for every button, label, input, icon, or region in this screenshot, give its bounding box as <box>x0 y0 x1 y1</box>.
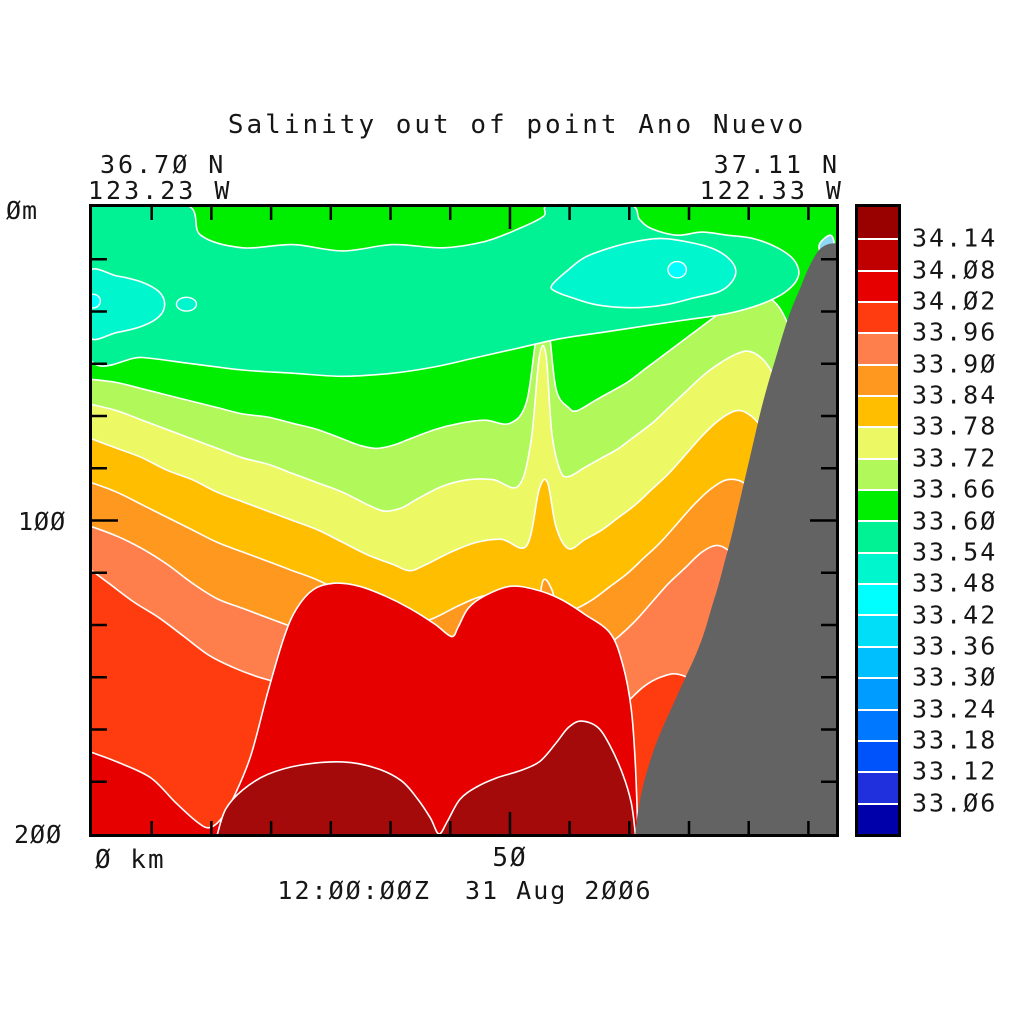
colorbar-band <box>858 426 898 458</box>
colorbar-band <box>858 269 898 302</box>
colorbar-band <box>858 207 898 239</box>
y-axis-label-0m: Øm <box>6 196 39 225</box>
colorbar-label: 33.18 <box>912 725 998 755</box>
colorbar-band <box>858 520 898 552</box>
colorbar-band <box>858 238 898 270</box>
isohaline-34.08 <box>217 721 636 834</box>
turquoise-spot <box>175 296 198 312</box>
colorbar-label: 33.84 <box>912 380 998 410</box>
cyan-spot-pocket <box>667 260 688 279</box>
colorbar-label: 33.36 <box>912 631 998 661</box>
colorbar-band <box>858 614 898 646</box>
y-axis-label-200: 2ØØ <box>14 820 63 849</box>
colorbar-band <box>858 551 898 584</box>
colorbar-label: 34.14 <box>912 223 998 253</box>
page-title: Salinity out of point Ano Nuevo <box>227 110 807 140</box>
colorbar-band <box>858 395 898 427</box>
colorbar-label: 33.96 <box>912 317 998 347</box>
salinity-contour-plot <box>92 207 836 834</box>
colorbar-band <box>858 457 898 490</box>
colorbar-label: 33.42 <box>912 600 998 630</box>
left-endpoint-latitude: 36.7Ø N <box>100 150 227 179</box>
colorbar-band <box>858 802 898 834</box>
colorbar-label: 33.66 <box>912 474 998 504</box>
colorbar-labels: 34.14 34.Ø8 34.Ø2 33.96 33.9Ø 33.84 33.78 33.72… <box>912 204 1022 837</box>
colorbar-label: 33.78 <box>912 411 998 441</box>
colorbar-band <box>858 677 898 709</box>
contour-plot-frame <box>89 204 839 837</box>
colorbar-band <box>858 583 898 615</box>
colorbar-label: 33.72 <box>912 443 998 473</box>
colorbar-label: 34.Ø8 <box>912 255 998 285</box>
isohaline-34.02 <box>92 583 638 834</box>
left-endpoint-longitude: 123.23 W <box>88 176 233 205</box>
x-axis-label-50: 5Ø <box>492 843 528 873</box>
colorbar-band <box>858 332 898 364</box>
colorbar-label: 33.54 <box>912 537 998 567</box>
colorbar-band <box>858 771 898 803</box>
timestamp-label: 12:ØØ:ØØZ 31 Aug 2ØØ6 <box>277 876 653 905</box>
colorbar-band <box>858 301 898 333</box>
colorbar-band <box>858 363 898 396</box>
cyan-notch-left-edge <box>92 293 102 309</box>
colorbar-label: 33.24 <box>912 694 998 724</box>
turquoise-pocket-right <box>550 237 737 309</box>
right-endpoint-longitude: 122.33 W <box>699 176 844 205</box>
colorbar-label: 33.48 <box>912 568 998 598</box>
seafloor-land-mask <box>635 243 836 834</box>
right-endpoint-latitude: 37.11 N <box>713 150 840 179</box>
isohaline-34.02-contour-line <box>92 582 639 834</box>
colorbar-band <box>858 489 898 521</box>
colorbar-band <box>858 645 898 678</box>
turquoise-patch-left <box>92 268 166 341</box>
colorbar-label: 34.Ø2 <box>912 286 998 316</box>
isohaline-34.08-contour-line <box>216 720 637 834</box>
y-axis-label-100: 1ØØ <box>18 507 67 536</box>
colorbar-band <box>858 739 898 772</box>
colorbar-label: 33.6Ø <box>912 506 998 535</box>
colorbar-label: 33.Ø6 <box>912 788 998 818</box>
colorbar <box>855 204 901 837</box>
colorbar-label: 33.12 <box>912 756 998 786</box>
colorbar-band <box>858 708 898 740</box>
colorbar-label: 33.9Ø <box>912 349 998 379</box>
x-axis-label-0km: Ø km <box>95 845 166 875</box>
colorbar-label: 33.3Ø <box>912 662 998 692</box>
